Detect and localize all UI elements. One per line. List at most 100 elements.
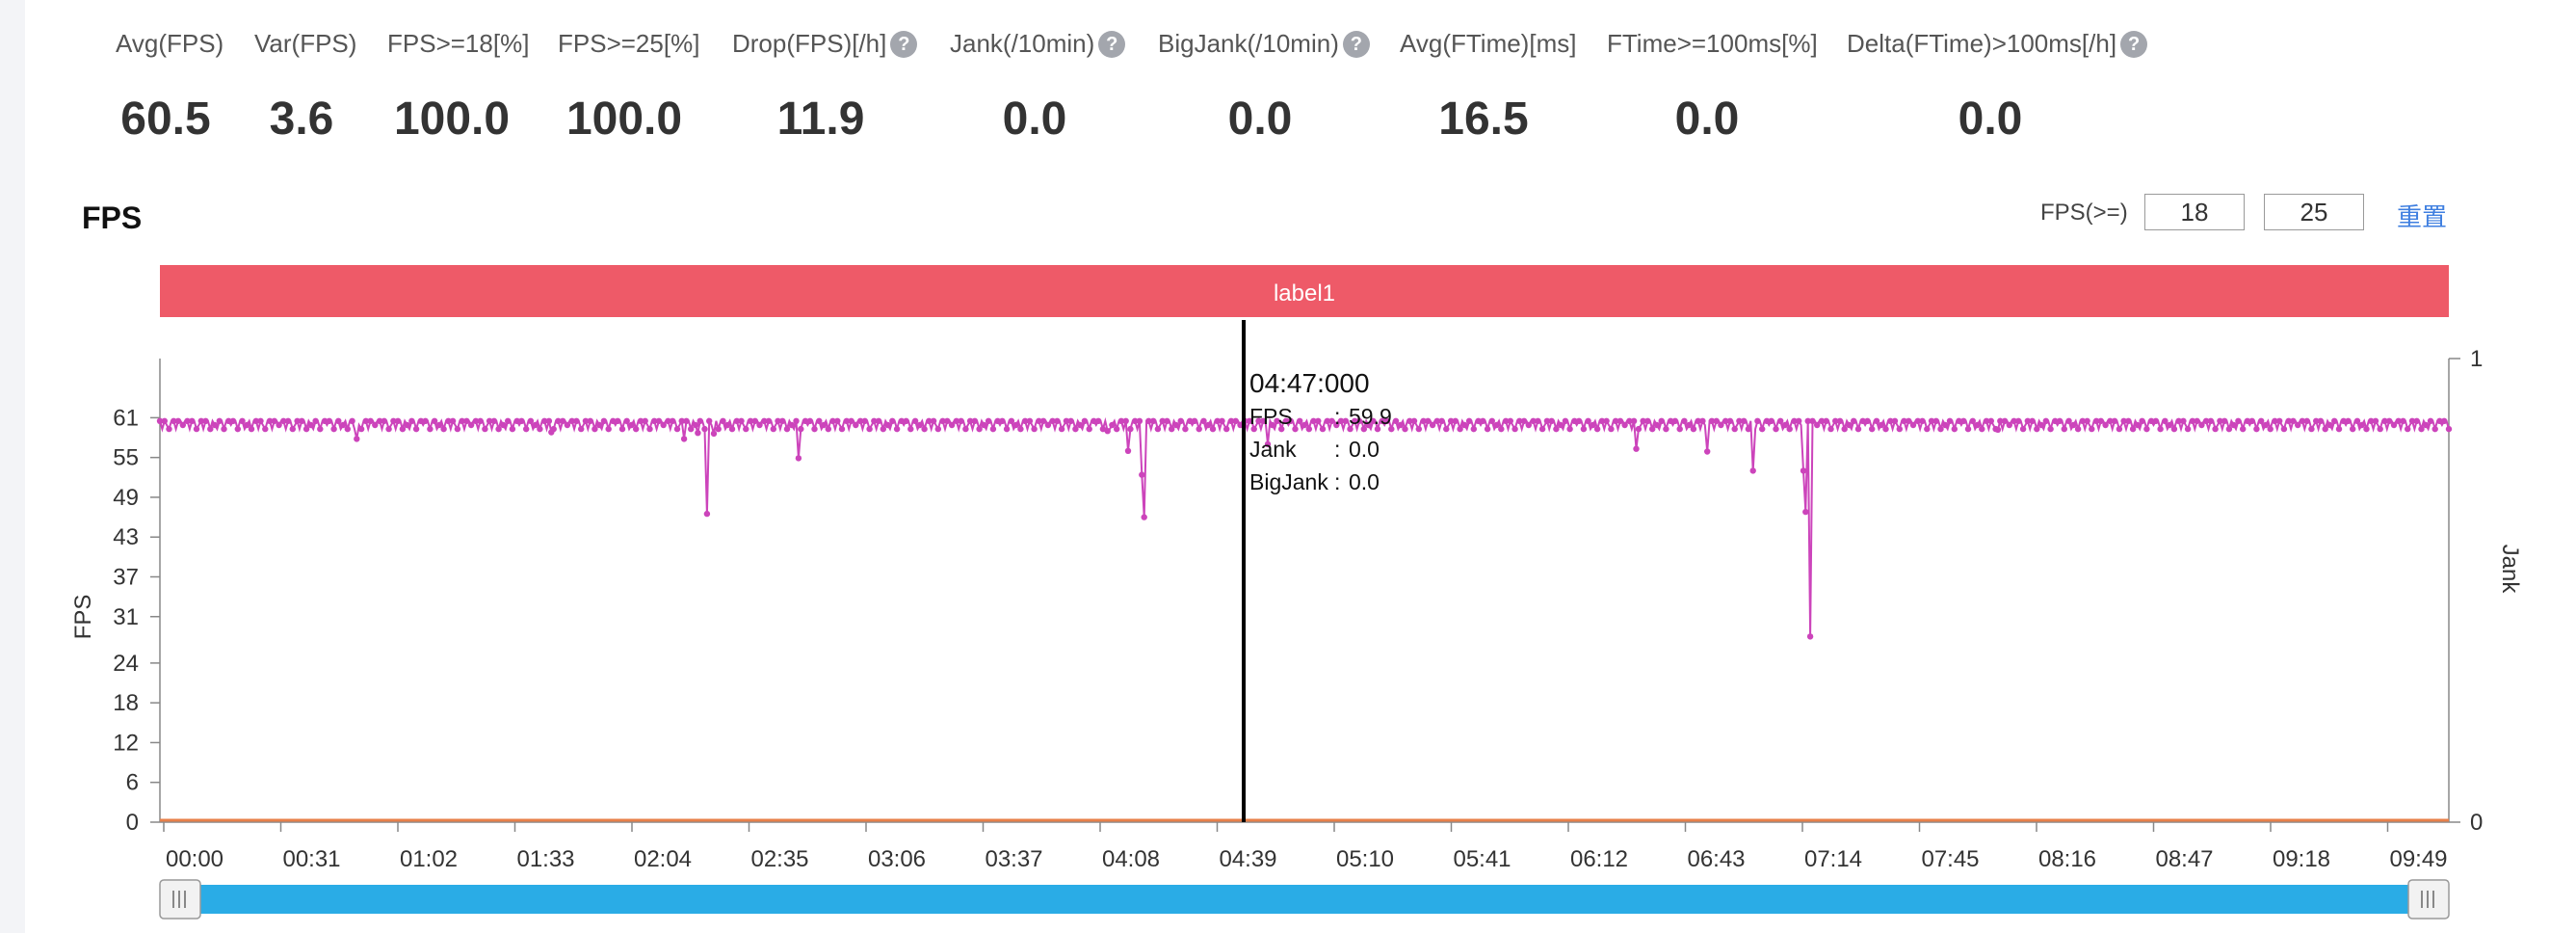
fps-data-point[interactable] (1374, 425, 1381, 433)
fps-data-point[interactable] (1223, 425, 1230, 433)
fps-data-point[interactable] (216, 417, 223, 424)
fps-data-point[interactable] (1713, 417, 1720, 424)
fps-data-point[interactable] (2358, 421, 2365, 429)
fps-data-point[interactable] (939, 417, 946, 424)
fps-data-point[interactable] (1095, 417, 1102, 424)
fps-data-point[interactable] (1054, 417, 1061, 424)
fps-data-point[interactable] (1942, 421, 1949, 429)
fps-data-point[interactable] (1832, 417, 1839, 424)
fps-data-point[interactable] (2052, 417, 2059, 424)
fps-data-point[interactable] (856, 417, 864, 424)
fps-data-point[interactable] (692, 421, 699, 429)
fps-data-point[interactable] (1841, 425, 1848, 433)
fps-data-point[interactable] (1457, 425, 1463, 433)
fps-data-point[interactable] (189, 417, 196, 424)
fps-data-point[interactable] (2317, 417, 2325, 424)
fps-data-point[interactable] (2102, 421, 2109, 429)
fps-data-point[interactable] (289, 425, 296, 433)
fps-data-point[interactable] (1465, 417, 1473, 424)
fps-data-point[interactable] (2074, 425, 2082, 433)
fps-data-point[interactable] (2011, 417, 2017, 424)
fps-data-point[interactable] (2322, 425, 2328, 433)
fps-data-point[interactable] (248, 425, 255, 433)
fps-data-point[interactable] (381, 417, 387, 424)
fps-data-point[interactable] (1310, 417, 1317, 424)
fps-data-point[interactable] (926, 417, 933, 424)
fps-data-point[interactable] (695, 430, 701, 437)
fps-data-point[interactable] (2143, 425, 2150, 433)
fps-data-point[interactable] (156, 417, 164, 424)
fps-data-point[interactable] (1154, 425, 1162, 433)
fps-data-point[interactable] (1749, 467, 1756, 474)
fps-data-point[interactable] (1800, 467, 1807, 474)
fps-data-point[interactable] (202, 417, 209, 424)
fps-data-point[interactable] (1392, 417, 1400, 424)
fps-data-point[interactable] (1951, 425, 1958, 433)
fps-data-point[interactable] (1809, 417, 1816, 424)
fps-data-point[interactable] (893, 425, 901, 433)
fps-data-point[interactable] (783, 425, 791, 433)
fps-data-point[interactable] (798, 425, 804, 433)
fps-data-point[interactable] (1653, 421, 1661, 429)
fps-data-point[interactable] (642, 417, 648, 424)
fps-data-point[interactable] (271, 417, 277, 424)
help-icon[interactable]: ? (1342, 30, 1370, 58)
fps-data-point[interactable] (1736, 417, 1743, 424)
fps-data-point[interactable] (1086, 425, 1092, 433)
fps-data-point[interactable] (2065, 417, 2072, 424)
fps-data-point[interactable] (2240, 425, 2247, 433)
fps-data-point[interactable] (2272, 417, 2278, 424)
fps-data-point[interactable] (703, 510, 711, 518)
fps-data-point[interactable] (2157, 425, 2164, 433)
fps-data-point[interactable] (2152, 417, 2160, 424)
fps-data-point[interactable] (1124, 447, 1132, 454)
fps-data-point[interactable] (1072, 425, 1079, 433)
fps-data-point[interactable] (307, 421, 314, 429)
fps-data-point[interactable] (829, 417, 836, 424)
fps-data-point[interactable] (2381, 417, 2388, 424)
fps-data-point[interactable] (1264, 440, 1272, 448)
fps-data-point[interactable] (889, 417, 896, 424)
fps-data-point[interactable] (1538, 425, 1546, 433)
fps-data-point[interactable] (680, 436, 688, 442)
fps-data-point[interactable] (2408, 417, 2416, 424)
fps-data-point[interactable] (1109, 421, 1116, 429)
fps-data-point[interactable] (1956, 417, 1962, 424)
fps-data-point[interactable] (875, 417, 882, 424)
fps-data-point[interactable] (239, 417, 246, 424)
fps-data-point[interactable] (2180, 417, 2187, 424)
fps-data-point[interactable] (1227, 417, 1235, 424)
fps-data-point[interactable] (376, 417, 383, 424)
fps-data-point[interactable] (1352, 417, 1358, 424)
fps-data-point[interactable] (1617, 417, 1624, 424)
fps-data-point[interactable] (1209, 425, 1217, 433)
fps-data-point[interactable] (683, 417, 690, 424)
fps-data-point[interactable] (509, 425, 516, 433)
fps-data-point[interactable] (1722, 417, 1729, 424)
fps-data-point[interactable] (2326, 421, 2333, 429)
fps-data-point[interactable] (321, 417, 329, 424)
fps-data-point[interactable] (1695, 417, 1701, 424)
fps-data-point[interactable] (2015, 417, 2022, 424)
fps-data-point[interactable] (357, 425, 365, 433)
fps-data-point[interactable] (591, 425, 598, 433)
fps-data-point[interactable] (1773, 425, 1779, 433)
fps-data-point[interactable] (615, 417, 621, 424)
fps-data-point[interactable] (944, 417, 951, 424)
fps-data-point[interactable] (1814, 421, 1821, 429)
fps-data-point[interactable] (1292, 425, 1299, 433)
fps-data-point[interactable] (1452, 417, 1459, 424)
fps-data-point[interactable] (1031, 425, 1038, 433)
fps-data-point[interactable] (795, 455, 802, 462)
fps-data-point[interactable] (184, 417, 191, 424)
fps-data-point[interactable] (1754, 417, 1761, 424)
fps-data-point[interactable] (971, 417, 979, 424)
fps-data-point[interactable] (234, 425, 241, 433)
fps-data-point[interactable] (2189, 417, 2196, 424)
fps-data-point[interactable] (2295, 421, 2301, 429)
fps-data-point[interactable] (1077, 421, 1084, 429)
fps-data-point[interactable] (1122, 417, 1129, 424)
fps-data-point[interactable] (1535, 417, 1541, 424)
help-icon[interactable]: ? (2120, 30, 2148, 58)
fps-data-point[interactable] (1498, 425, 1505, 433)
